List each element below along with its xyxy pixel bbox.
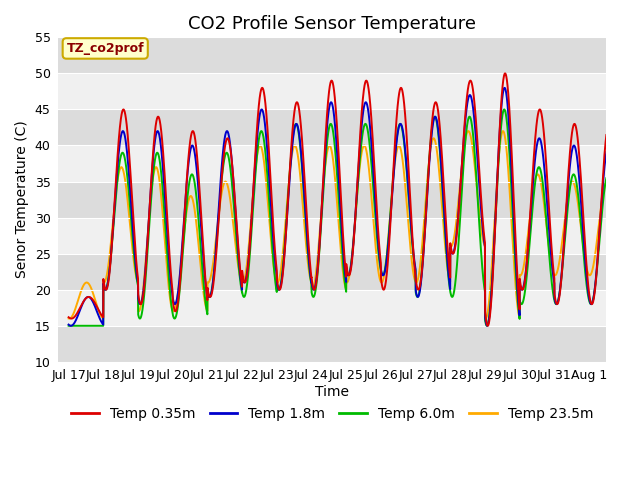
Bar (58, 73, 606, 109)
Bar (58, 181, 606, 217)
Bar (58, 37, 606, 73)
Title: CO2 Profile Sensor Temperature: CO2 Profile Sensor Temperature (188, 15, 476, 33)
Bar (58, 290, 606, 326)
Bar (58, 326, 606, 362)
Text: TZ_co2prof: TZ_co2prof (67, 42, 144, 55)
X-axis label: Time: Time (316, 385, 349, 399)
Bar (58, 253, 606, 290)
Legend: Temp 0.35m, Temp 1.8m, Temp 6.0m, Temp 23.5m: Temp 0.35m, Temp 1.8m, Temp 6.0m, Temp 2… (66, 401, 599, 426)
Bar (58, 217, 606, 253)
Y-axis label: Senor Temperature (C): Senor Temperature (C) (15, 120, 29, 278)
Bar (58, 109, 606, 145)
Bar (58, 145, 606, 181)
